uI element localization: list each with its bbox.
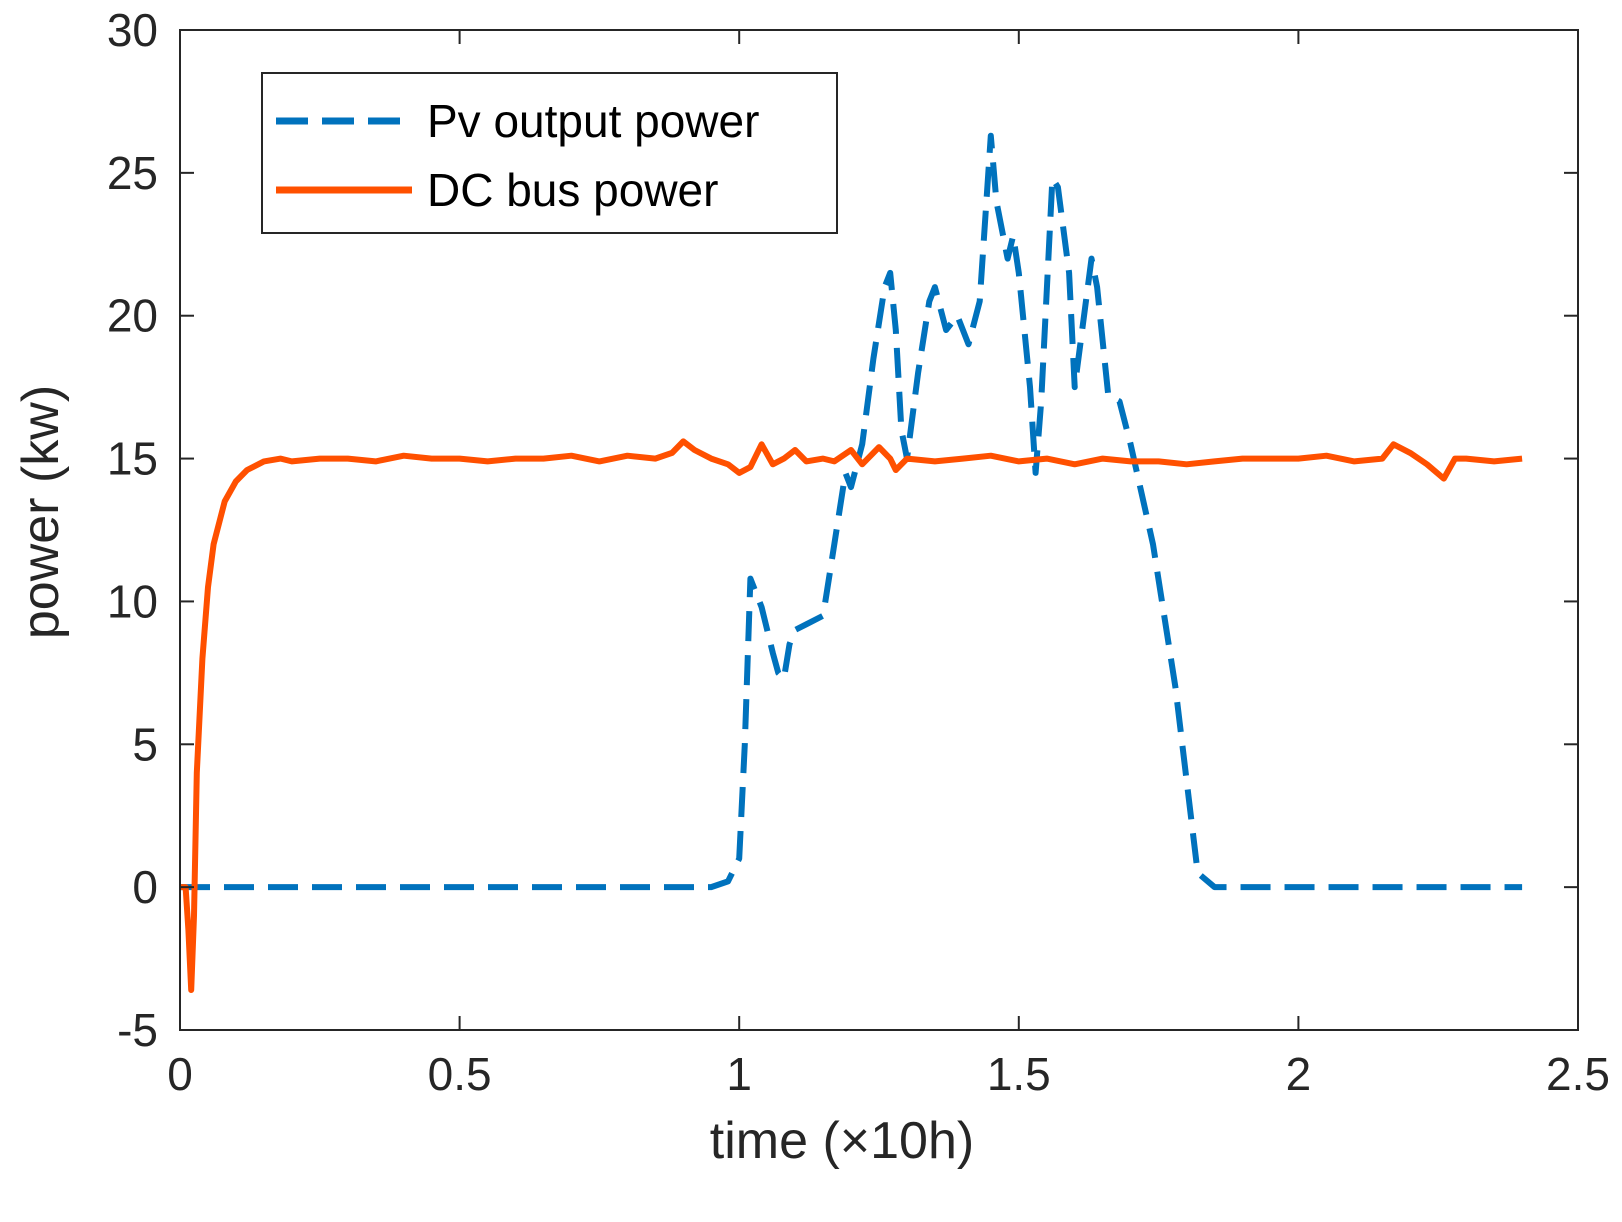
y-tick-label: 0 bbox=[132, 861, 158, 913]
series-line-dc-bus-power bbox=[180, 438, 1523, 993]
x-tick-label: 1.5 bbox=[987, 1048, 1051, 1100]
y-tick-label: 25 bbox=[107, 147, 158, 199]
x-tick-label: 0.5 bbox=[428, 1048, 492, 1100]
plot-area-frame bbox=[179, 29, 1579, 1031]
x-tick-label: 0 bbox=[167, 1048, 193, 1100]
y-tick-label: -5 bbox=[117, 1004, 158, 1056]
y-tick-label: 20 bbox=[107, 290, 158, 342]
legend-label-pv-output-power: Pv output power bbox=[427, 95, 759, 147]
x-tick-label: 2 bbox=[1286, 1048, 1312, 1100]
x-tick-label: 2.5 bbox=[1546, 1048, 1610, 1100]
y-tick-label: 5 bbox=[132, 718, 158, 770]
legend-label-dc-bus-power: DC bus power bbox=[427, 164, 718, 216]
y-tick-label: 15 bbox=[107, 433, 158, 485]
y-tick-label: 10 bbox=[107, 575, 158, 627]
y-tick-label: 30 bbox=[107, 4, 158, 56]
legend: Pv output power DC bus power bbox=[261, 72, 838, 234]
y-axis-title: power (kw) bbox=[12, 385, 70, 639]
series-layer bbox=[180, 132, 1523, 993]
legend-box bbox=[261, 72, 838, 234]
series-line-pv-output-power bbox=[180, 132, 1523, 891]
x-tick-label: 1 bbox=[726, 1048, 752, 1100]
x-axis-title: time (×10h) bbox=[710, 1112, 974, 1170]
